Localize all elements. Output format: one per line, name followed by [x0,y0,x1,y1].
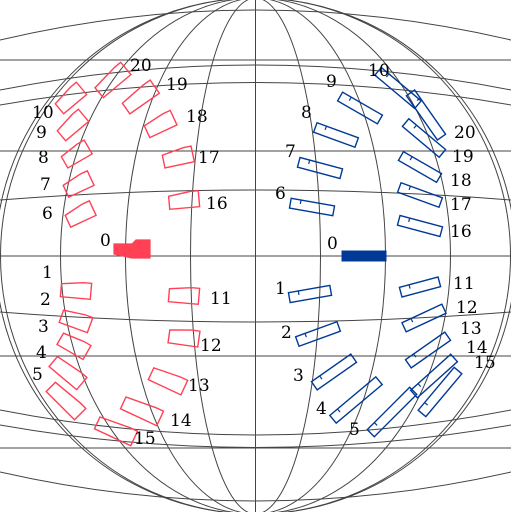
right-label-12: 12 [456,298,478,318]
right-label-7: 7 [285,142,296,162]
footprint-left [48,355,88,391]
left-label-11: 11 [210,289,232,309]
footprint-left [54,81,88,115]
left-label-6: 6 [42,204,53,224]
footprint-right [409,353,459,399]
graticule-arc [0,311,511,323]
footprint-left [60,139,94,169]
right-label-10: 10 [368,61,390,81]
right-label-4: 4 [316,399,327,419]
footprint-left [58,309,94,334]
graticule-arc [0,424,511,448]
footprint-right [294,320,342,348]
right-label-13: 13 [460,319,482,339]
footprint-right [310,353,358,391]
right-label-6: 6 [275,184,286,204]
footprint-left [62,169,95,199]
left-label-1: 1 [42,263,53,283]
left-label-19: 19 [166,75,188,95]
footprint-right [341,250,387,262]
left-label-3: 3 [38,317,49,337]
left-label-20: 20 [130,56,152,76]
graticule-arc [0,471,511,502]
right-label-2: 2 [281,323,292,343]
right-label-11: 11 [453,274,475,294]
left-label-8: 8 [38,148,49,168]
footprint-right [398,276,442,298]
footprint-left [147,366,189,396]
left-label-12: 12 [200,336,222,356]
right-label-15: 15 [474,353,496,373]
footprint-left [59,281,93,301]
footprint-right [405,89,447,141]
left-label-14: 14 [170,411,192,431]
footprint-right [396,214,444,238]
footprint-right [401,117,447,159]
footprint-left [121,79,161,115]
left-label-4: 4 [36,343,47,363]
right-label-18: 18 [450,171,472,191]
left-origin-label: 0 [100,231,111,251]
footprint-right [397,150,443,184]
footprint-right [336,91,384,125]
footprint-right [373,66,423,110]
right-label-14: 14 [466,338,488,358]
footprint-left [161,145,196,169]
right-label-19: 19 [452,147,474,167]
footprint-right [417,366,463,418]
right-label-9: 9 [326,72,337,92]
footprint-left [113,239,151,259]
right-label-5: 5 [349,420,360,440]
footprint-left [45,381,87,421]
footprint-left [119,396,165,427]
footprint-left [167,286,201,306]
footprint-right [288,197,336,217]
footprint-right [401,303,447,333]
right-label-16: 16 [450,222,472,242]
left-label-9: 9 [36,123,47,143]
graticule-arc [0,82,511,106]
left-label-13: 13 [188,376,210,396]
footprint-right [328,375,384,425]
footprint-left [143,109,178,139]
footprint-labels: 1234567891011121314151617181920123456789… [32,56,496,449]
right-label-20: 20 [454,123,476,143]
graticule-arc [0,189,511,201]
detector-footprints [45,61,463,447]
left-label-2: 2 [40,290,51,310]
footprint-left [167,329,201,348]
left-label-16: 16 [206,194,228,214]
right-label-3: 3 [293,366,304,386]
footprint-right [287,284,333,304]
footprint-left [93,416,139,447]
right-label-1: 1 [275,279,286,299]
footprint-right [404,331,452,369]
left-label-17: 17 [198,148,220,168]
left-label-15: 15 [134,429,156,449]
footprint-right [396,181,444,209]
graticule-arc [0,9,511,41]
left-label-7: 7 [40,175,51,195]
graticule-arc [0,409,511,436]
footprint-left [56,108,90,142]
right-origin-label: 0 [327,234,338,254]
right-label-17: 17 [450,195,472,215]
footprint-right [312,121,360,149]
footprint-left [167,189,201,211]
footprint-right [366,386,418,438]
footprint-left [94,61,132,99]
left-label-10: 10 [32,103,54,123]
left-label-18: 18 [186,107,208,127]
footprint-left [64,199,97,229]
right-label-8: 8 [301,103,312,123]
footprint-left [56,332,92,361]
left-label-5: 5 [32,365,43,385]
footprint-right [296,156,344,180]
